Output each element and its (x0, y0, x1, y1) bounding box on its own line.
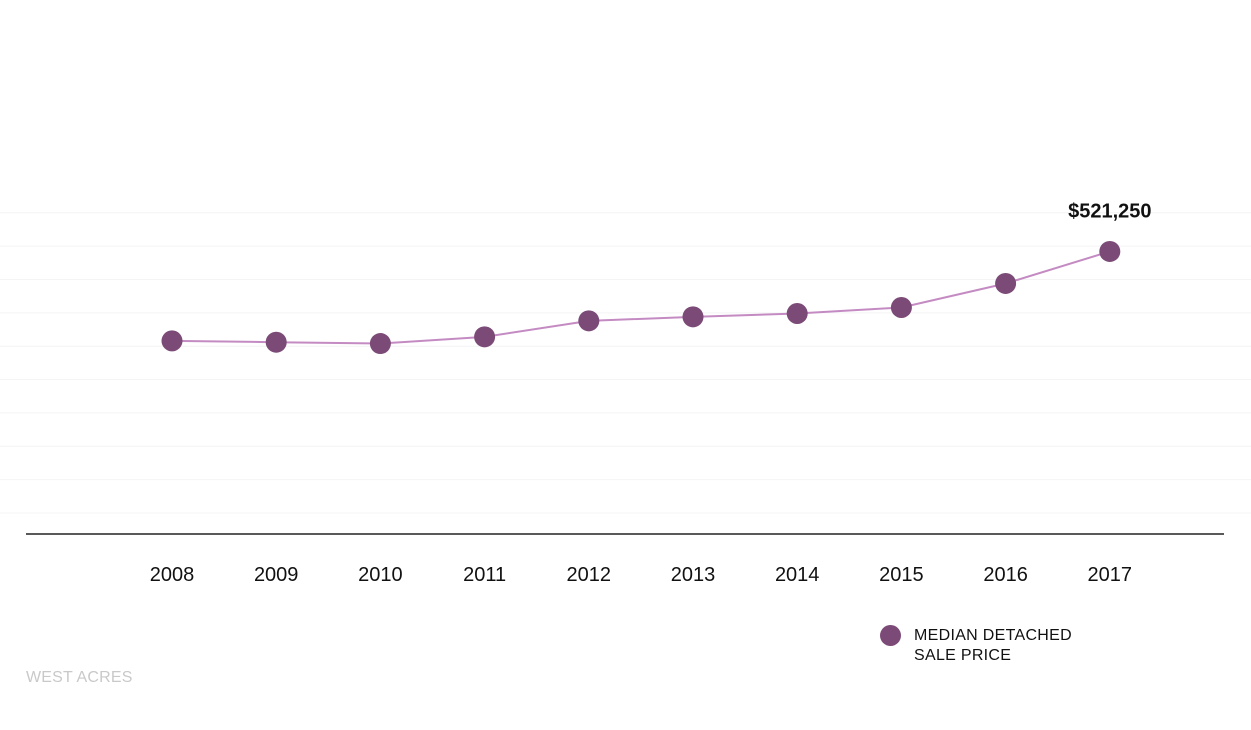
data-point-2011 (474, 326, 496, 348)
legend-label: MEDIAN DETACHED SALE PRICE (914, 627, 1072, 664)
legend: MEDIAN DETACHED SALE PRICE (880, 625, 1084, 666)
data-point-2012 (578, 310, 600, 332)
data-labels: $521,250 (1068, 200, 1151, 222)
x-tick-label-2017: 2017 (1088, 564, 1133, 586)
series-points (161, 240, 1121, 355)
x-tick-label-2011: 2011 (463, 564, 506, 586)
data-point-2008 (161, 330, 183, 352)
data-point-2017 (1099, 240, 1121, 262)
x-tick-label-2015: 2015 (879, 564, 924, 586)
legend-marker-icon (880, 625, 901, 646)
data-point-2013 (682, 306, 704, 328)
series-line-path (171, 250, 1111, 345)
x-tick-label-2010: 2010 (358, 564, 403, 586)
data-point-2014 (786, 303, 808, 325)
x-tick-label-2012: 2012 (567, 564, 612, 586)
gridlines (0, 212, 1251, 514)
data-point-2010 (369, 333, 391, 355)
series-line (171, 250, 1111, 345)
data-point-2009 (265, 331, 287, 353)
data-point-2016 (995, 272, 1017, 294)
x-tick-label-2014: 2014 (775, 564, 820, 586)
data-point-2015 (890, 297, 912, 319)
x-tick-labels: 2008 2009 2010 2011 2012 2013 2014 2015 2016 2017 (150, 564, 1132, 586)
data-label-2017: $521,250 (1068, 200, 1151, 222)
x-tick-label-2008: 2008 (150, 564, 195, 586)
x-tick-label-2016: 2016 (983, 564, 1028, 586)
x-tick-label-2009: 2009 (254, 564, 299, 586)
source-label: WEST ACRES (26, 669, 133, 686)
x-tick-label-2013: 2013 (671, 564, 716, 586)
